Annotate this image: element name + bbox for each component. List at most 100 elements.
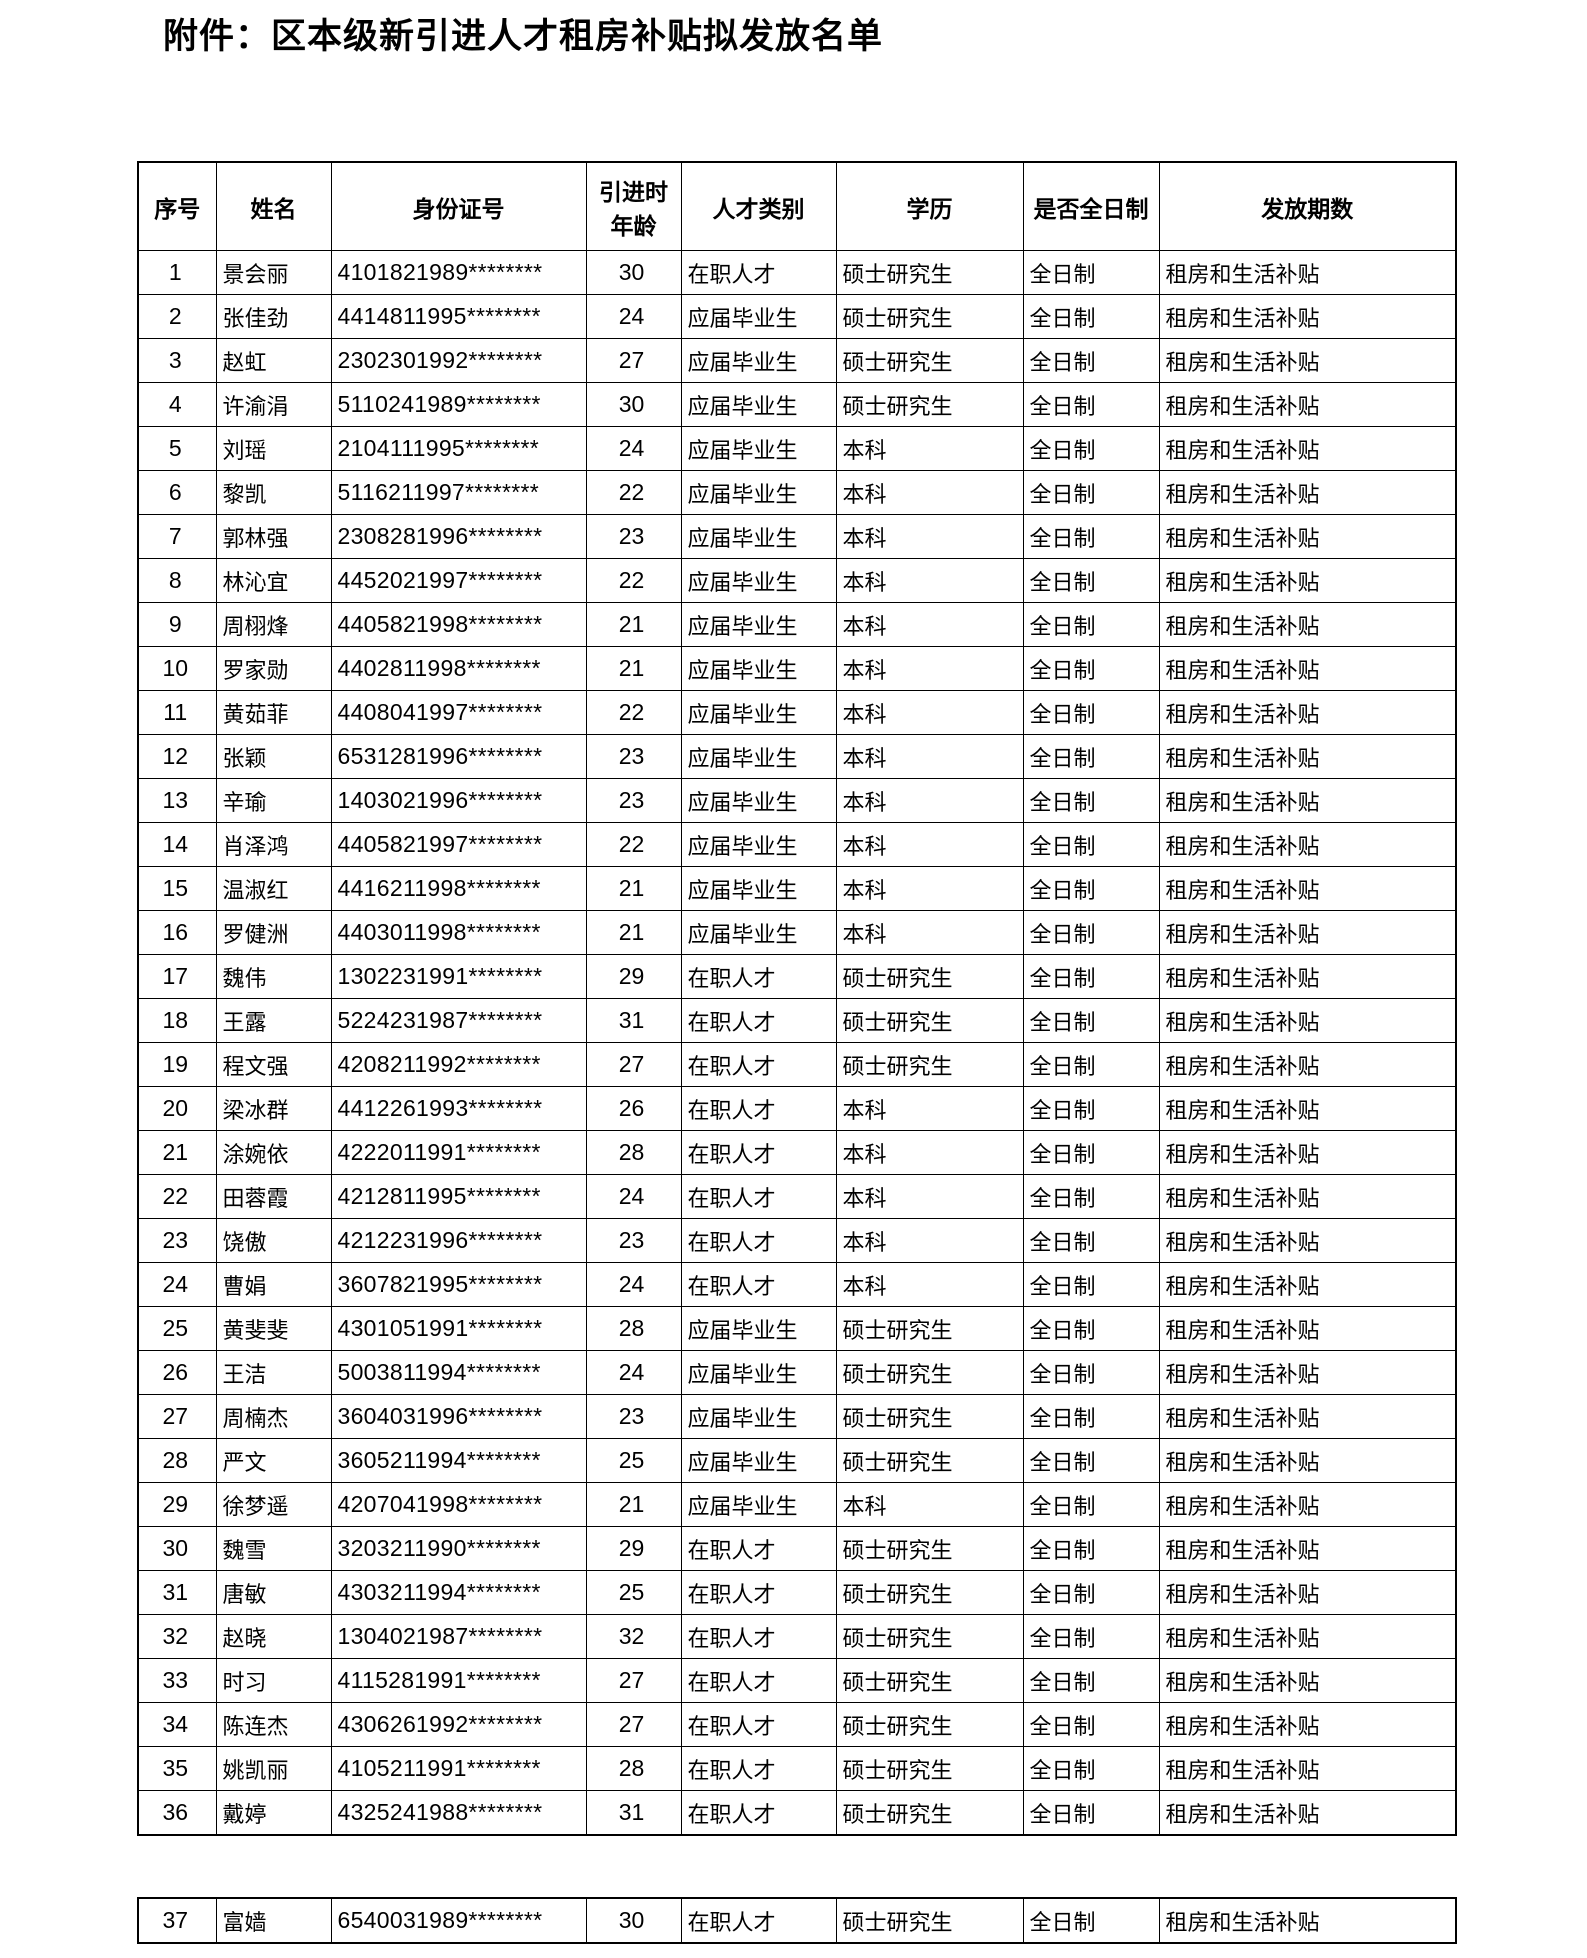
talent-category-cell: 应届毕业生 <box>680 910 837 955</box>
document-title: 附件：区本级新引进人才租房补贴拟发放名单 <box>163 17 884 56</box>
index-cell: 20 <box>137 1086 217 1131</box>
id-number-cell: 4301051991******** <box>330 1306 587 1351</box>
name-cell: 郭林强 <box>215 514 332 559</box>
name-cell: 魏伟 <box>215 954 332 999</box>
id-number-cell: 4222011991******** <box>330 1130 587 1175</box>
talent-category-cell: 在职人才 <box>680 1658 837 1703</box>
education-cell: 硕士研究生 <box>835 1306 1024 1351</box>
name-cell: 林沁宜 <box>215 558 332 603</box>
age-at-introduction-cell: 22 <box>585 822 682 867</box>
full-time-cell: 全日制 <box>1022 646 1160 691</box>
name-cell: 徐梦遥 <box>215 1482 332 1527</box>
index-cell: 10 <box>137 646 217 691</box>
full-time-cell: 全日制 <box>1022 1482 1160 1527</box>
name-cell: 王洁 <box>215 1350 332 1395</box>
table-row: 37 富嫱 6540031989******** 30 在职人才 硕士研究生 全日制 租房和生… <box>137 1897 1457 1944</box>
table-row: 29 徐梦遥 4207041998******** 21 应届毕业生 本科 全日制 租房和生活… <box>137 1482 1457 1527</box>
name-cell: 黄茹菲 <box>215 690 332 735</box>
name-cell: 肖泽鸿 <box>215 822 332 867</box>
talent-category-cell: 在职人才 <box>680 1262 837 1307</box>
age-at-introduction-cell: 23 <box>585 514 682 559</box>
table-row: 4 许渝涓 5110241989******** 30 应届毕业生 硕士研究生 全日制 租房和… <box>137 382 1457 427</box>
id-number-cell: 4306261992******** <box>330 1702 587 1747</box>
name-cell: 赵晓 <box>215 1614 332 1659</box>
talent-category-cell: 在职人才 <box>680 1746 837 1791</box>
id-number-cell: 4115281991******** <box>330 1658 587 1703</box>
index-cell: 30 <box>137 1526 217 1571</box>
talent-category-cell: 在职人才 <box>680 250 837 295</box>
age-at-introduction-cell: 21 <box>585 866 682 911</box>
education-cell: 硕士研究生 <box>835 954 1024 999</box>
name-cell: 姚凯丽 <box>215 1746 332 1791</box>
id-number-cell: 4212811995******** <box>330 1174 587 1219</box>
education-cell: 硕士研究生 <box>835 382 1024 427</box>
full-time-cell: 全日制 <box>1022 602 1160 647</box>
id-number-cell: 3604031996******** <box>330 1394 587 1439</box>
full-time-cell: 全日制 <box>1022 470 1160 515</box>
talent-category-cell: 应届毕业生 <box>680 558 837 603</box>
name-cell: 魏雪 <box>215 1526 332 1571</box>
full-time-cell: 全日制 <box>1022 1570 1160 1615</box>
index-cell: 37 <box>137 1897 217 1944</box>
full-time-cell: 全日制 <box>1022 1218 1160 1263</box>
index-cell: 7 <box>137 514 217 559</box>
full-time-cell: 全日制 <box>1022 1306 1160 1351</box>
issuance-period-cell: 租房和生活补贴 <box>1158 558 1457 603</box>
talent-category-cell: 在职人才 <box>680 954 837 999</box>
table-row: 34 陈连杰 4306261992******** 27 在职人才 硕士研究生 全日制 租房和… <box>137 1702 1457 1747</box>
id-number-cell: 1304021987******** <box>330 1614 587 1659</box>
index-cell: 32 <box>137 1614 217 1659</box>
education-cell: 硕士研究生 <box>835 1790 1024 1836</box>
table-row: 12 张颖 6531281996******** 23 应届毕业生 本科 全日制 租房和生活补… <box>137 734 1457 779</box>
education-cell: 本科 <box>835 1218 1024 1263</box>
talent-category-cell: 在职人才 <box>680 1897 837 1944</box>
issuance-period-cell: 租房和生活补贴 <box>1158 470 1457 515</box>
table-row: 11 黄茹菲 4408041997******** 22 应届毕业生 本科 全日制 租房和生活… <box>137 690 1457 735</box>
issuance-period-cell: 租房和生活补贴 <box>1158 1614 1457 1659</box>
index-cell: 4 <box>137 382 217 427</box>
index-cell: 19 <box>137 1042 217 1087</box>
table-row: 20 梁冰群 4412261993******** 26 在职人才 本科 全日制 租房和生活补… <box>137 1086 1457 1131</box>
table-row: 2 张佳劲 4414811995******** 24 应届毕业生 硕士研究生 全日制 租房和… <box>137 294 1457 339</box>
issuance-period-cell: 租房和生活补贴 <box>1158 1218 1457 1263</box>
age-at-introduction-cell: 24 <box>585 426 682 471</box>
name-cell: 罗家勋 <box>215 646 332 691</box>
education-cell: 硕士研究生 <box>835 338 1024 383</box>
table-row: 28 严文 3605211994******** 25 应届毕业生 硕士研究生 全日制 租房和… <box>137 1438 1457 1483</box>
name-cell: 周楠杰 <box>215 1394 332 1439</box>
talent-category-cell: 应届毕业生 <box>680 1306 837 1351</box>
name-cell: 王露 <box>215 998 332 1043</box>
name-cell: 时习 <box>215 1658 332 1703</box>
full-time-cell: 全日制 <box>1022 1438 1160 1483</box>
talent-category-cell: 应届毕业生 <box>680 514 837 559</box>
education-cell: 本科 <box>835 866 1024 911</box>
index-cell: 12 <box>137 734 217 779</box>
id-number-cell: 3203211990******** <box>330 1526 587 1571</box>
education-cell: 硕士研究生 <box>835 1658 1024 1703</box>
table-row: 7 郭林强 2308281996******** 23 应届毕业生 本科 全日制 租房和生活补… <box>137 514 1457 559</box>
issuance-period-cell: 租房和生活补贴 <box>1158 426 1457 471</box>
name-cell: 严文 <box>215 1438 332 1483</box>
table-row: 9 周栩烽 4405821998******** 21 应届毕业生 本科 全日制 租房和生活补… <box>137 602 1457 647</box>
talent-category-cell: 应届毕业生 <box>680 1394 837 1439</box>
issuance-period-cell: 租房和生活补贴 <box>1158 1086 1457 1131</box>
issuance-period-cell: 租房和生活补贴 <box>1158 1658 1457 1703</box>
table-row: 5 刘瑶 2104111995******** 24 应届毕业生 本科 全日制 租房和生活补贴 <box>137 426 1457 471</box>
table-row: 26 王洁 5003811994******** 24 应届毕业生 硕士研究生 全日制 租房和… <box>137 1350 1457 1395</box>
full-time-cell: 全日制 <box>1022 1394 1160 1439</box>
age-at-introduction-cell: 28 <box>585 1746 682 1791</box>
education-cell: 本科 <box>835 558 1024 603</box>
name-cell: 许渝涓 <box>215 382 332 427</box>
table-row: 6 黎凯 5116211997******** 22 应届毕业生 本科 全日制 租房和生活补贴 <box>137 470 1457 515</box>
age-at-introduction-cell: 24 <box>585 1350 682 1395</box>
education-cell: 本科 <box>835 1174 1024 1219</box>
id-number-cell: 2302301992******** <box>330 338 587 383</box>
name-cell: 田蓉霞 <box>215 1174 332 1219</box>
name-cell: 周栩烽 <box>215 602 332 647</box>
age-at-introduction-cell: 27 <box>585 338 682 383</box>
full-time-cell: 全日制 <box>1022 1614 1160 1659</box>
table-row: 10 罗家勋 4402811998******** 21 应届毕业生 本科 全日制 租房和生活… <box>137 646 1457 691</box>
issuance-period-cell: 租房和生活补贴 <box>1158 646 1457 691</box>
issuance-period-cell: 租房和生活补贴 <box>1158 294 1457 339</box>
education-cell: 硕士研究生 <box>835 250 1024 295</box>
